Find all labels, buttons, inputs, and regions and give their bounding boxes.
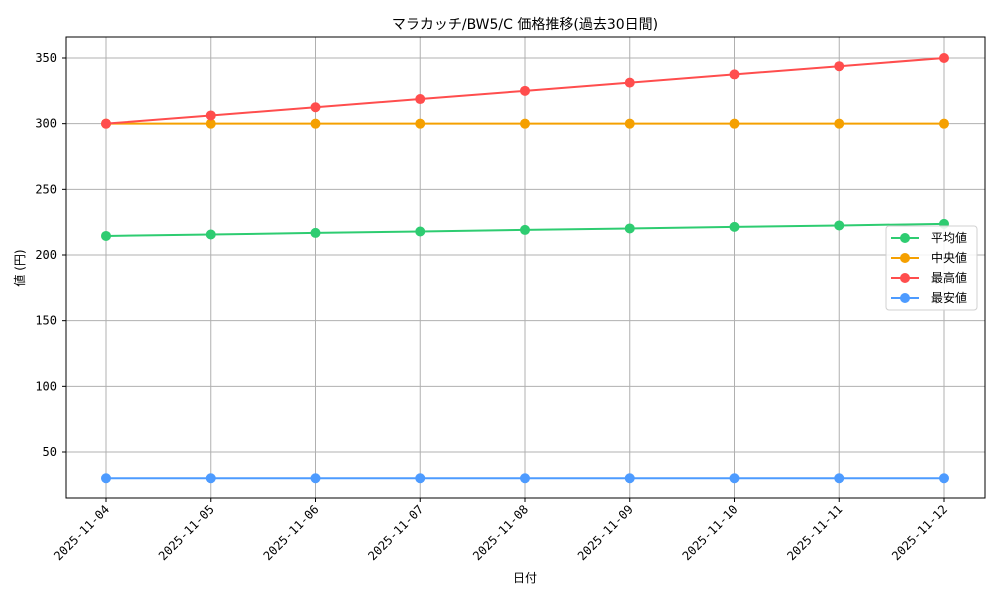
x-axis-label: 日付 [513, 571, 537, 585]
data-point [939, 118, 949, 129]
series-lines [101, 53, 949, 484]
data-point [729, 118, 740, 129]
legend-marker [900, 273, 910, 283]
data-point [205, 118, 216, 129]
legend-marker [900, 233, 910, 243]
legend-box [885, 225, 978, 311]
data-point [729, 473, 740, 484]
data-point [624, 473, 635, 484]
x-tick-label: 2025-11-08 [470, 502, 531, 563]
y-tick-label: 150 [35, 314, 57, 328]
data-point [729, 69, 740, 80]
y-tick-label: 100 [35, 379, 57, 393]
data-point [624, 223, 635, 234]
x-tick-label: 2025-11-05 [156, 502, 217, 563]
y-tick-label: 350 [35, 51, 57, 65]
x-tick-label: 2025-11-04 [51, 502, 112, 563]
data-point [415, 226, 426, 237]
legend-entry: 最安値 [931, 290, 967, 305]
data-point [729, 221, 740, 232]
data-point [834, 118, 845, 129]
data-point [310, 102, 321, 113]
data-point [415, 473, 426, 484]
data-point [101, 473, 111, 484]
x-tick-label: 2025-11-11 [784, 502, 845, 563]
y-tick-label: 50 [43, 445, 57, 459]
data-point [101, 118, 111, 129]
x-tick-label: 2025-11-12 [889, 502, 950, 563]
y-axis-ticks: 50 100 150 200 250 300 350 [35, 51, 66, 459]
data-point [939, 473, 949, 484]
data-point [624, 118, 635, 129]
data-point [834, 220, 845, 231]
data-point [205, 110, 216, 121]
y-axis-label: 値 (円) [12, 249, 27, 286]
legend-marker [900, 253, 910, 263]
data-point [520, 473, 530, 484]
data-point [939, 53, 949, 63]
data-point [415, 118, 426, 129]
legend-entry: 中央値 [931, 250, 967, 265]
legend-entry: 平均値 [931, 230, 967, 245]
data-point [310, 473, 321, 484]
data-point [310, 227, 321, 238]
y-tick-label: 250 [35, 182, 57, 196]
x-tick-label: 2025-11-07 [365, 502, 426, 563]
data-point [520, 85, 530, 96]
data-point [834, 473, 845, 484]
x-tick-label: 2025-11-09 [575, 502, 636, 563]
data-point [310, 118, 321, 129]
data-point [101, 230, 111, 241]
legend-entry: 最高値 [931, 270, 967, 285]
grid-lines [66, 37, 985, 498]
data-point [415, 94, 426, 105]
y-tick-label: 200 [35, 248, 57, 262]
data-point [520, 224, 530, 235]
x-axis-ticks: 2025-11-04 2025-11-05 2025-11-06 2025-11-07… [51, 498, 950, 563]
chart-title: マラカッチ/BW5/C 価格推移(過去30日間) [392, 17, 658, 33]
x-tick-label: 2025-11-06 [261, 502, 322, 563]
data-point [520, 118, 530, 129]
y-tick-label: 300 [35, 117, 57, 131]
legend-marker [900, 293, 910, 303]
x-tick-label: 2025-11-10 [680, 502, 741, 563]
data-point [205, 229, 216, 240]
data-point [834, 61, 845, 72]
data-point [205, 473, 216, 484]
data-point [624, 77, 635, 88]
